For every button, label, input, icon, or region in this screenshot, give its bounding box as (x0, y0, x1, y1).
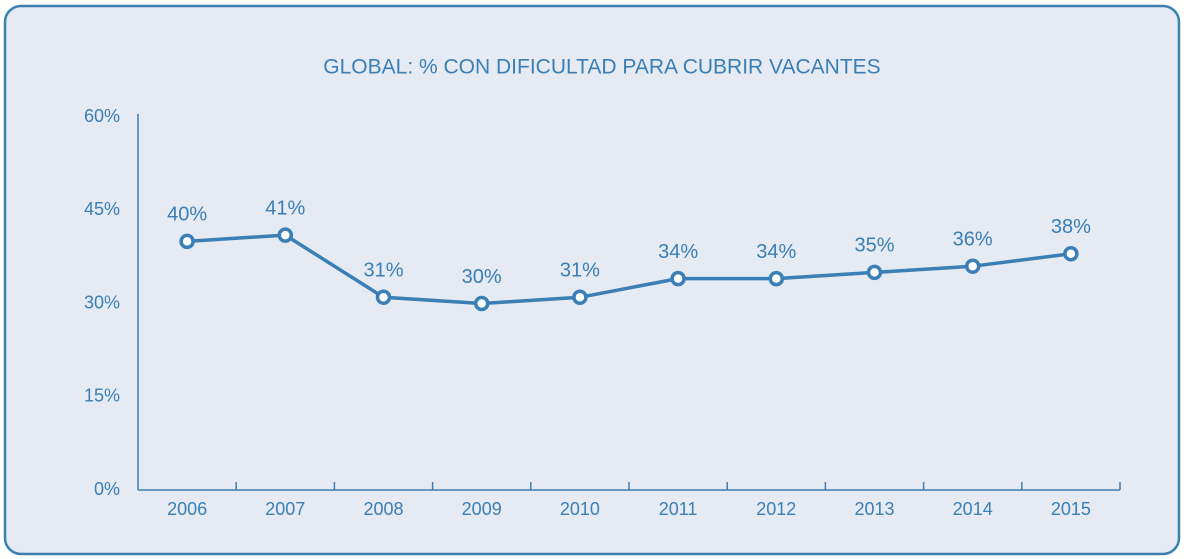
point (179, 233, 195, 250)
panel (3, 4, 1181, 556)
chart-title: GLOBAL: % CON DIFICULTAD PARA CUBRIR VAC… (323, 56, 880, 79)
data-label: 36% (953, 228, 993, 250)
point (1063, 246, 1079, 262)
x-tick-label: 2006 (167, 499, 207, 519)
x-tick-label: 2007 (265, 499, 305, 519)
data-label: 31% (363, 260, 403, 282)
point (866, 264, 883, 281)
y-tick-label: 30% (84, 292, 120, 312)
data-label: 41% (265, 197, 305, 219)
data-label: 34% (658, 241, 698, 263)
y-tick-label: 0% (94, 479, 120, 499)
data-label: 30% (462, 266, 502, 288)
y-tick-label: 15% (84, 386, 120, 406)
y-tick-label: 60% (84, 106, 120, 126)
x-tick-label: 2015 (1051, 499, 1091, 519)
data-label: 34% (756, 241, 796, 263)
point (375, 289, 392, 306)
point (964, 258, 981, 274)
point (572, 289, 588, 306)
data-label: 40% (167, 204, 207, 226)
series-line (186, 233, 1072, 306)
data-label: 31% (560, 260, 600, 282)
point (473, 295, 490, 312)
y-tick-label: 45% (84, 199, 120, 219)
x-tick-label: 2008 (363, 499, 403, 519)
x-tick-label: 2011 (659, 499, 698, 519)
x-tick-label: 2012 (756, 499, 796, 519)
x-tick-label: 2010 (560, 499, 600, 519)
point (277, 227, 294, 243)
point (768, 270, 785, 287)
x-tick-label: 2009 (462, 499, 502, 519)
x-tick-label: 2014 (953, 499, 993, 519)
x-tick-label: 2013 (854, 499, 894, 519)
data-label: 38% (1051, 216, 1091, 238)
data-label: 35% (854, 235, 894, 257)
point (670, 270, 686, 287)
